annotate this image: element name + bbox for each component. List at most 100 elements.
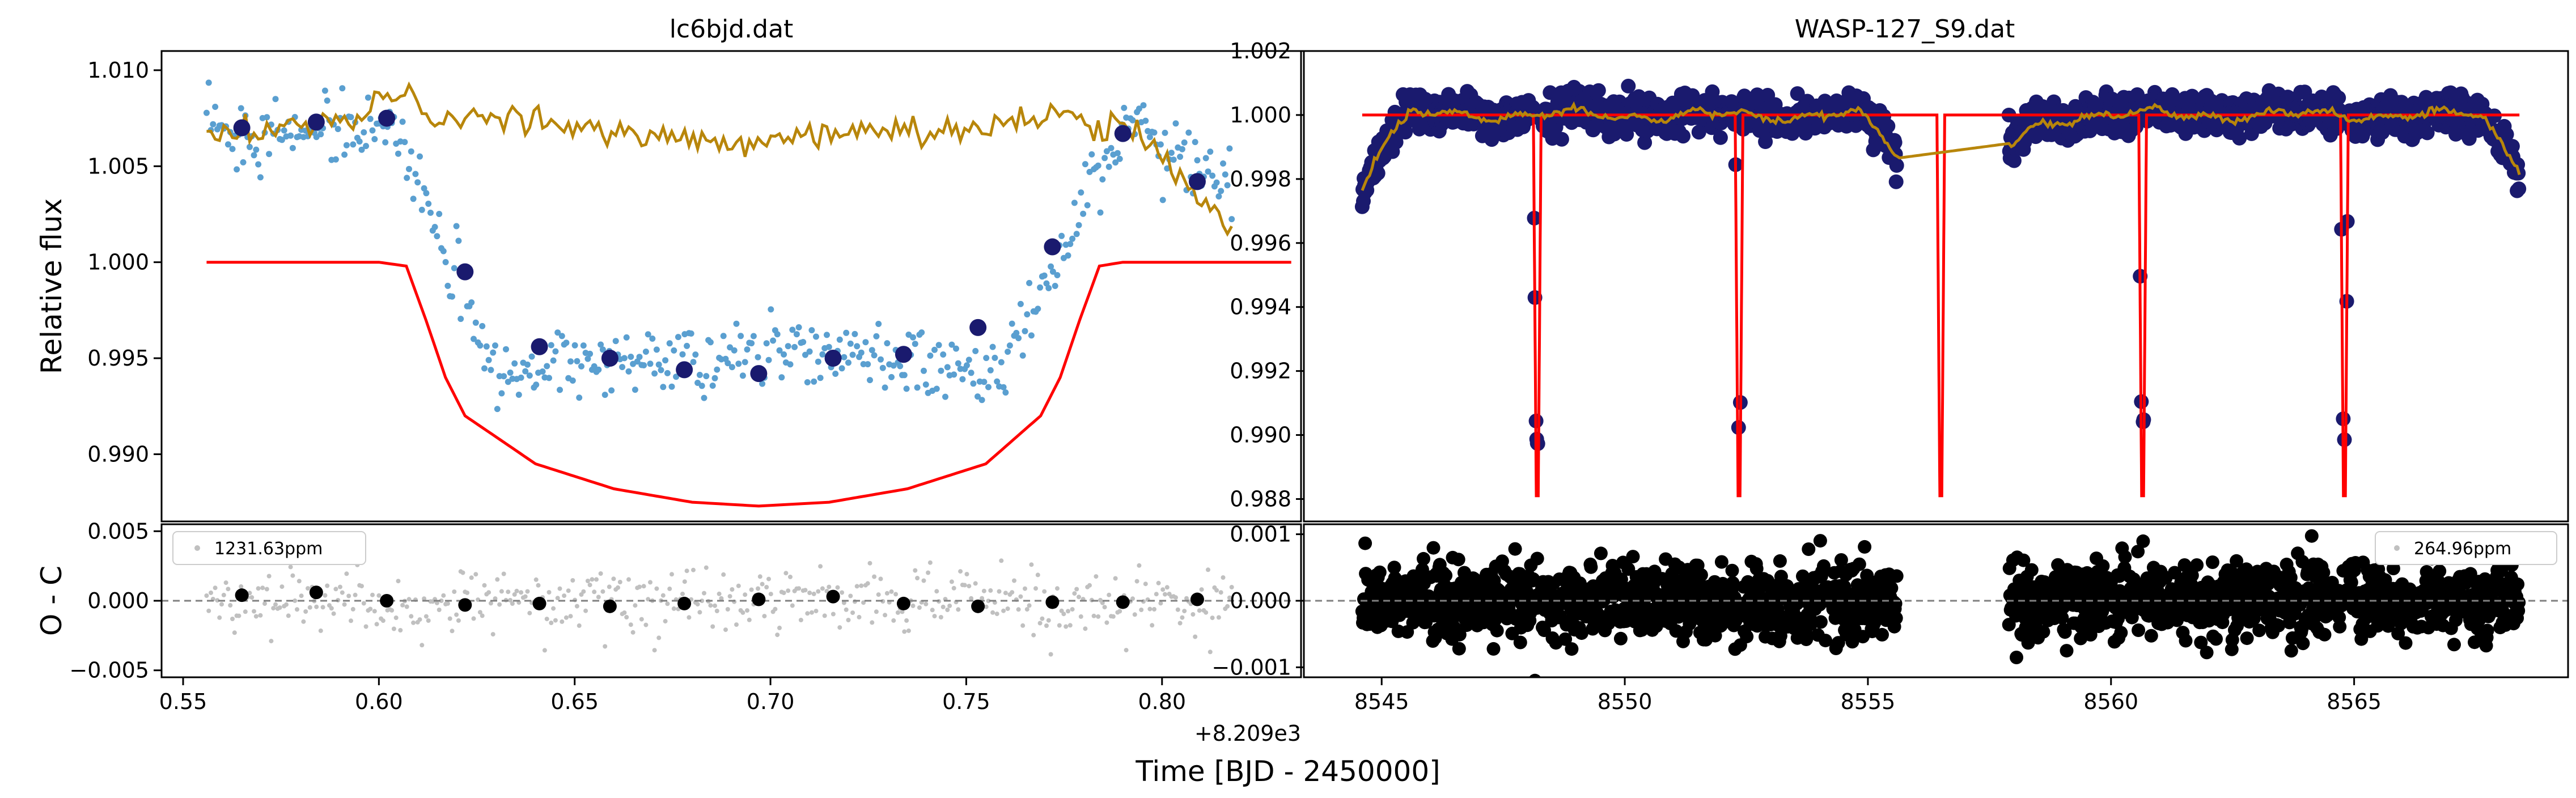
tl-data-point — [878, 356, 884, 363]
br-residual-point — [2036, 625, 2050, 639]
tl-data-point — [224, 141, 231, 148]
bl-residual-point — [988, 588, 993, 593]
bl-residual-point — [374, 622, 379, 627]
tl-data-point — [492, 342, 498, 349]
br-residual-point — [2096, 559, 2110, 573]
tl-data-point — [1215, 193, 1222, 200]
bl-residual-point — [719, 596, 724, 601]
tl-data-point — [272, 96, 279, 103]
br-residual-point — [1814, 615, 1828, 629]
bl-residual-point — [423, 614, 429, 619]
bl-binned-residual — [677, 596, 692, 610]
bl-residual-point — [600, 589, 605, 594]
bl-residual-point — [663, 619, 668, 624]
tr-data-point — [1591, 83, 1606, 98]
tl-data-point — [791, 343, 798, 350]
br-residual-point — [1773, 554, 1787, 568]
tl-data-point — [404, 175, 410, 181]
bl-residual-point — [437, 608, 442, 612]
tl-data-point — [533, 381, 540, 388]
bl-residual-point — [533, 577, 539, 582]
tl-data-point — [1088, 151, 1095, 158]
bl-residual-point — [585, 579, 590, 583]
tl-data-point — [251, 152, 257, 159]
tr-data-point — [1880, 118, 1896, 134]
bl-residual-point — [329, 606, 334, 611]
tl-data-point — [598, 341, 604, 348]
bl-residual-point — [420, 643, 425, 648]
tl-data-point — [339, 85, 346, 92]
bl-residual-point — [252, 609, 256, 614]
tl-data-point — [1097, 209, 1104, 216]
bl-residual-point — [370, 592, 375, 597]
tl-binned-point — [601, 350, 618, 367]
bl-residual-point — [1197, 608, 1202, 613]
bl-residual-point — [239, 584, 244, 589]
tl-data-point — [748, 340, 755, 347]
bl-residual-point — [480, 613, 485, 618]
tl-data-point — [382, 139, 389, 146]
bl-residual-point — [477, 610, 482, 615]
tl-data-point — [1028, 332, 1035, 339]
tl-data-point — [981, 379, 988, 385]
bl-residual-point — [841, 600, 846, 605]
bl-residual-point — [404, 604, 409, 609]
bl-residual-point — [1124, 648, 1129, 653]
bl-residual-point — [1020, 623, 1026, 628]
tl-data-point — [770, 337, 777, 344]
bl-residual-point — [1040, 616, 1045, 621]
br-residual-point — [1613, 631, 1628, 646]
tl-data-point — [785, 343, 791, 350]
tl-data-point — [1116, 155, 1123, 162]
tl-data-point — [494, 406, 501, 413]
bl-residual-point — [854, 584, 859, 589]
tl-data-point — [918, 329, 925, 336]
tl-data-point — [987, 367, 994, 373]
bl-residual-point — [232, 630, 237, 635]
bl-residual-point — [930, 608, 935, 613]
tl-binned-point — [456, 263, 474, 281]
tl-data-point — [1162, 129, 1168, 136]
bl-residual-point — [560, 619, 565, 624]
br-residual-point — [2058, 625, 2072, 639]
tl-data-point — [849, 351, 856, 358]
br-residual-point — [1884, 581, 1899, 595]
bl-residual-point — [1055, 586, 1060, 591]
bl-residual-point — [1180, 615, 1185, 620]
bl-residual-point — [757, 574, 762, 579]
br-residual-point — [1387, 561, 1401, 575]
tl-data-point — [418, 206, 425, 213]
tl-transit-model — [206, 261, 1291, 508]
bl-residual-point — [820, 586, 825, 591]
bl-residual-point — [359, 584, 364, 589]
bl-residual-point — [1005, 606, 1010, 611]
tl-data-point — [410, 196, 417, 202]
tl-data-point — [1080, 210, 1087, 217]
br-residual-point — [1508, 542, 1522, 556]
tl-binned-point — [378, 109, 396, 127]
bl-residual-point — [1091, 613, 1096, 618]
tl-data-point — [468, 299, 475, 306]
tl-data-point — [505, 379, 511, 385]
bl-residual-point — [512, 592, 517, 597]
tl-data-point — [507, 370, 514, 376]
tl-data-point — [539, 368, 546, 375]
bl-residual-point — [1094, 574, 1099, 579]
bl-residual-point — [217, 615, 222, 620]
br-residual-point — [1626, 550, 1640, 564]
bl-residual-point — [228, 603, 233, 608]
br-residual-point — [1802, 542, 1816, 556]
tl-data-point — [1006, 342, 1013, 349]
tl-data-point — [938, 367, 944, 374]
bl-residual-point — [1033, 586, 1038, 591]
tl-data-point — [321, 87, 328, 94]
bl-residual-point — [687, 615, 692, 620]
bl-residual-point — [469, 575, 474, 580]
tl-data-point — [1026, 279, 1033, 286]
br-residual-point — [1574, 626, 1588, 640]
tl-data-point — [412, 171, 419, 177]
bl-residual-point — [344, 571, 349, 576]
tr-data-point — [2331, 90, 2346, 105]
bl-residual-point — [323, 593, 328, 598]
